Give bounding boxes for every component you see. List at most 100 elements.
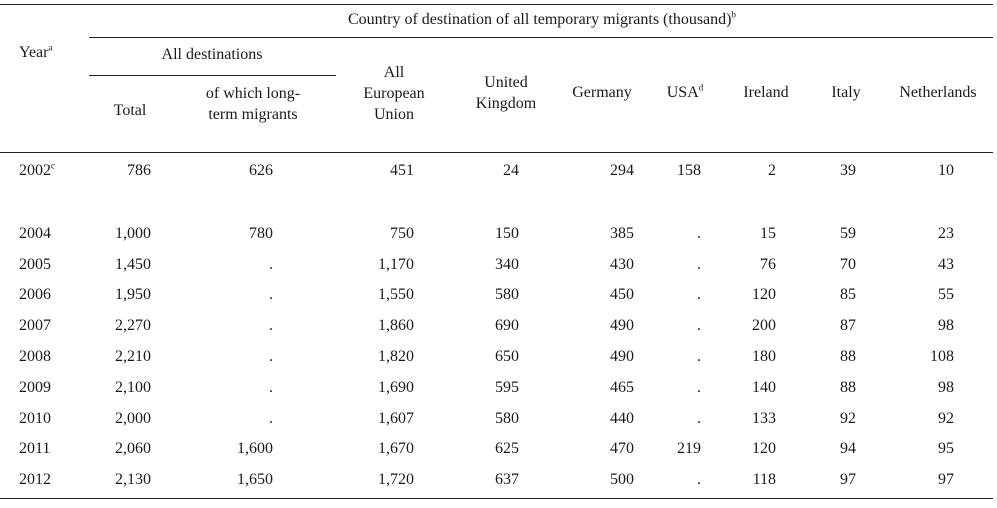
cell-usa: .: [697, 471, 701, 488]
cell-total: 2,270: [115, 317, 151, 334]
cell-ireland: 133: [752, 410, 776, 427]
cell-italy: 70: [840, 256, 856, 273]
cell-germany: 465: [610, 379, 634, 396]
cell-germany: 490: [610, 348, 634, 365]
cell-eu: 451: [390, 162, 414, 179]
netherlands-header: Netherlands: [899, 84, 977, 101]
cell-uk: 340: [495, 256, 519, 273]
cell-eu: 1,170: [378, 256, 414, 273]
row-year-label: 2004: [19, 225, 51, 242]
ireland-header: Ireland: [743, 84, 789, 101]
row-year-label: 2007: [19, 317, 51, 334]
cell-total: 2,100: [115, 379, 151, 396]
cell-uk: 580: [495, 410, 519, 427]
cell-germany: 430: [610, 256, 634, 273]
cell-netherlands: 108: [930, 348, 954, 365]
cell-total: 2,060: [115, 440, 151, 457]
cell-ireland: 76: [760, 256, 776, 273]
row-year: 2011: [19, 440, 50, 458]
cell-italy: 92: [840, 410, 856, 427]
cell-eu: 1,690: [378, 379, 414, 396]
cell-long-term: 1,650: [237, 471, 273, 488]
year-footnote-mark: a: [48, 42, 53, 53]
cell-netherlands: 55: [938, 286, 954, 303]
cell-netherlands: 95: [938, 440, 954, 457]
cell-long-term: .: [269, 348, 273, 365]
italy-header: Italy: [831, 84, 861, 101]
cell-germany: 440: [610, 410, 634, 427]
cell-long-term: 1,600: [237, 440, 273, 457]
cell-italy: 85: [840, 286, 856, 303]
cell-ireland: 140: [752, 379, 776, 396]
row-year-label: 2012: [19, 471, 51, 488]
group-header: Country of destination of all temporary …: [348, 9, 736, 29]
cell-eu: 1,820: [378, 348, 414, 365]
usa-header: USAd: [666, 82, 704, 102]
cell-total: 786: [127, 162, 151, 179]
eu-header: All European Union: [363, 64, 425, 123]
cell-total: 2,130: [115, 471, 151, 488]
cell-usa: .: [697, 256, 701, 273]
cell-germany: 470: [610, 440, 634, 457]
cell-eu: 1,670: [378, 440, 414, 457]
cell-usa: .: [697, 225, 701, 242]
cell-netherlands: 43: [938, 256, 954, 273]
cell-ireland: 120: [752, 286, 776, 303]
row-year: 2012: [19, 471, 51, 489]
cell-long-term: .: [269, 410, 273, 427]
uk-header: United Kingdom: [475, 74, 537, 112]
cell-eu: 1,860: [378, 317, 414, 334]
cell-total: 2,000: [115, 410, 151, 427]
row-year: 2009: [19, 379, 51, 397]
cell-netherlands: 10: [938, 162, 954, 179]
cell-ireland: 118: [752, 471, 776, 488]
cell-italy: 59: [840, 225, 856, 242]
row-year-label: 2008: [19, 348, 51, 365]
bottom-rule: [0, 498, 993, 499]
cell-usa: .: [697, 286, 701, 303]
cell-long-term: 626: [249, 162, 273, 179]
top-rule: [0, 4, 993, 5]
cell-uk: 637: [495, 471, 519, 488]
cell-netherlands: 92: [938, 410, 954, 427]
row-year: 2005: [19, 256, 51, 274]
row-year-label: 2002: [19, 162, 51, 179]
group-footnote-mark: b: [731, 9, 736, 20]
cell-long-term: .: [269, 256, 273, 273]
year-header: Yeara: [19, 42, 53, 62]
row-year-label: 2010: [19, 410, 51, 427]
cell-italy: 88: [840, 379, 856, 396]
cell-usa: .: [697, 348, 701, 365]
cell-ireland: 180: [752, 348, 776, 365]
cell-uk: 24: [503, 162, 519, 179]
cell-germany: 490: [610, 317, 634, 334]
cell-germany: 294: [610, 162, 634, 179]
cell-italy: 88: [840, 348, 856, 365]
row-year: 2010: [19, 410, 51, 428]
cell-eu: 750: [390, 225, 414, 242]
cell-usa: 158: [677, 162, 701, 179]
cell-uk: 690: [495, 317, 519, 334]
cell-usa: .: [697, 379, 701, 396]
row-year: 2008: [19, 348, 51, 366]
cell-italy: 87: [840, 317, 856, 334]
usa-footnote-mark: d: [698, 82, 704, 93]
cell-eu: 1,550: [378, 286, 414, 303]
row-year-label: 2005: [19, 256, 51, 273]
header-bottom-rule: [0, 152, 993, 153]
cell-netherlands: 97: [938, 471, 954, 488]
cell-germany: 500: [610, 471, 634, 488]
usa-header-label: USA: [666, 84, 699, 101]
row-year-label: 2006: [19, 286, 51, 303]
group-header-label: Country of destination of all temporary …: [348, 11, 732, 28]
cell-ireland: 15: [760, 225, 776, 242]
cell-netherlands: 98: [938, 317, 954, 334]
cell-netherlands: 98: [938, 379, 954, 396]
cell-ireland: 120: [752, 440, 776, 457]
cell-long-term: 780: [249, 225, 273, 242]
all-destinations-rule: [89, 75, 336, 76]
cell-usa: .: [697, 410, 701, 427]
cell-long-term: .: [269, 317, 273, 334]
year-header-label: Year: [19, 44, 49, 61]
long-term-header: of which long-term migrants: [205, 85, 301, 123]
